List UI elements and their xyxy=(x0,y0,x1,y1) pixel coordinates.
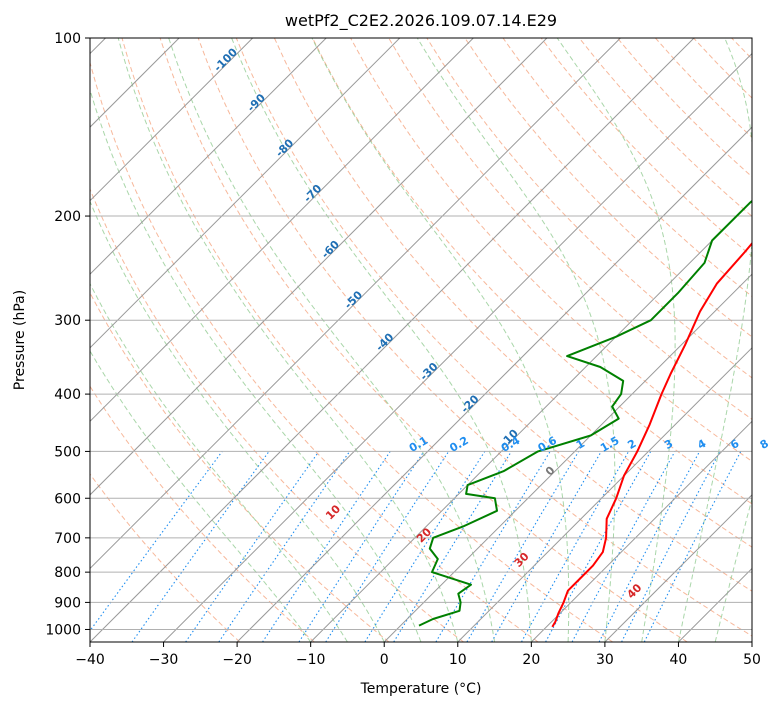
y-axis-label: Pressure (hPa) xyxy=(12,290,28,390)
mixing-ratio-line xyxy=(545,451,652,642)
isotherm-line xyxy=(90,38,474,423)
x-tick-label: −20 xyxy=(222,652,252,668)
moist-adiabat xyxy=(231,38,532,642)
y-tick-label: 400 xyxy=(54,387,81,403)
profile-lines xyxy=(418,199,752,628)
mixing-ratio-line xyxy=(218,451,351,642)
dry-adiabat xyxy=(90,291,390,642)
dry-adiabat xyxy=(90,60,539,642)
y-tick-label: 500 xyxy=(54,444,81,460)
dry-adiabat xyxy=(90,385,315,642)
mixing-ratio-line xyxy=(298,451,425,642)
dry-adiabat xyxy=(121,38,613,642)
x-tick-label: −30 xyxy=(149,652,179,668)
y-tick-label: 700 xyxy=(54,531,81,547)
temperature-profile xyxy=(551,241,752,628)
y-tick-label: 200 xyxy=(54,209,81,225)
x-tick-label: 0 xyxy=(380,652,389,668)
isotherm-line xyxy=(90,38,621,570)
y-tick-label: 800 xyxy=(54,565,81,581)
dewpoint-profile xyxy=(418,199,752,627)
x-tick-label: 20 xyxy=(522,652,540,668)
y-tick-label: 100 xyxy=(54,31,81,47)
moist-adiabat xyxy=(714,497,752,642)
mixing-ratio-line xyxy=(393,451,512,642)
moist-adiabat xyxy=(90,200,385,642)
mixing-ratio-line xyxy=(521,451,630,642)
mixing-ratio-line xyxy=(262,451,391,642)
mixing-ratio-line xyxy=(325,451,450,642)
moist-adiabat xyxy=(311,38,570,642)
x-tick-label: 10 xyxy=(449,652,467,668)
x-tick-label: 30 xyxy=(596,652,614,668)
isotherm-line xyxy=(90,38,254,202)
grid-lines xyxy=(90,38,752,642)
isotherm-line xyxy=(90,38,327,275)
x-tick-label: 40 xyxy=(670,652,688,668)
isotherm-line xyxy=(310,199,752,642)
moist-adiabat xyxy=(416,38,616,642)
x-tick-label: 50 xyxy=(743,652,761,668)
dry-adiabat xyxy=(159,38,688,642)
dry-adiabat xyxy=(350,38,752,462)
chart-title: wetPf2_C2E2.2026.109.07.14.E29 xyxy=(285,11,557,31)
isotherm-line xyxy=(163,52,752,642)
moist-adiabat xyxy=(677,38,752,642)
mixing-ratio-line xyxy=(571,451,676,642)
y-tick-label: 300 xyxy=(54,313,81,329)
isotherm-line xyxy=(90,38,401,349)
isotherm-line xyxy=(530,420,752,642)
y-axis: 100 200 300 400 500 600 700 800 900 1000 xyxy=(45,31,90,638)
y-tick-label: 600 xyxy=(54,491,81,507)
mixing-ratio-line xyxy=(643,451,742,642)
dry-adiabat xyxy=(90,473,241,642)
x-tick-label: −10 xyxy=(296,652,326,668)
plot-frame xyxy=(89,37,753,643)
x-tick-label: −40 xyxy=(75,652,105,668)
x-axis-label: Temperature (°C) xyxy=(360,681,482,697)
isotherm-line xyxy=(90,38,695,642)
moist-adiabat xyxy=(168,38,496,642)
dry-adiabat xyxy=(502,38,752,298)
x-axis: −40 −30 −20 −10 0 10 20 30 40 50 xyxy=(75,642,761,668)
dry-adiabat xyxy=(426,38,752,379)
isotherm-line xyxy=(236,126,752,642)
mixing-ratio-line xyxy=(185,451,320,642)
moist-adiabat xyxy=(90,282,348,642)
dry-adiabat xyxy=(312,38,752,505)
dry-adiabat xyxy=(90,187,464,642)
dry-adiabat xyxy=(197,38,752,637)
isotherm-line xyxy=(604,494,752,642)
y-tick-label: 1000 xyxy=(45,622,81,638)
mixing-ratio-line xyxy=(90,451,223,632)
y-tick-label: 900 xyxy=(54,595,81,611)
isotherm-line xyxy=(90,38,548,496)
dry-adiabat xyxy=(388,38,752,420)
dry-adiabat xyxy=(235,38,752,592)
isotherm-line xyxy=(457,347,752,642)
moist-adiabat xyxy=(117,38,459,642)
